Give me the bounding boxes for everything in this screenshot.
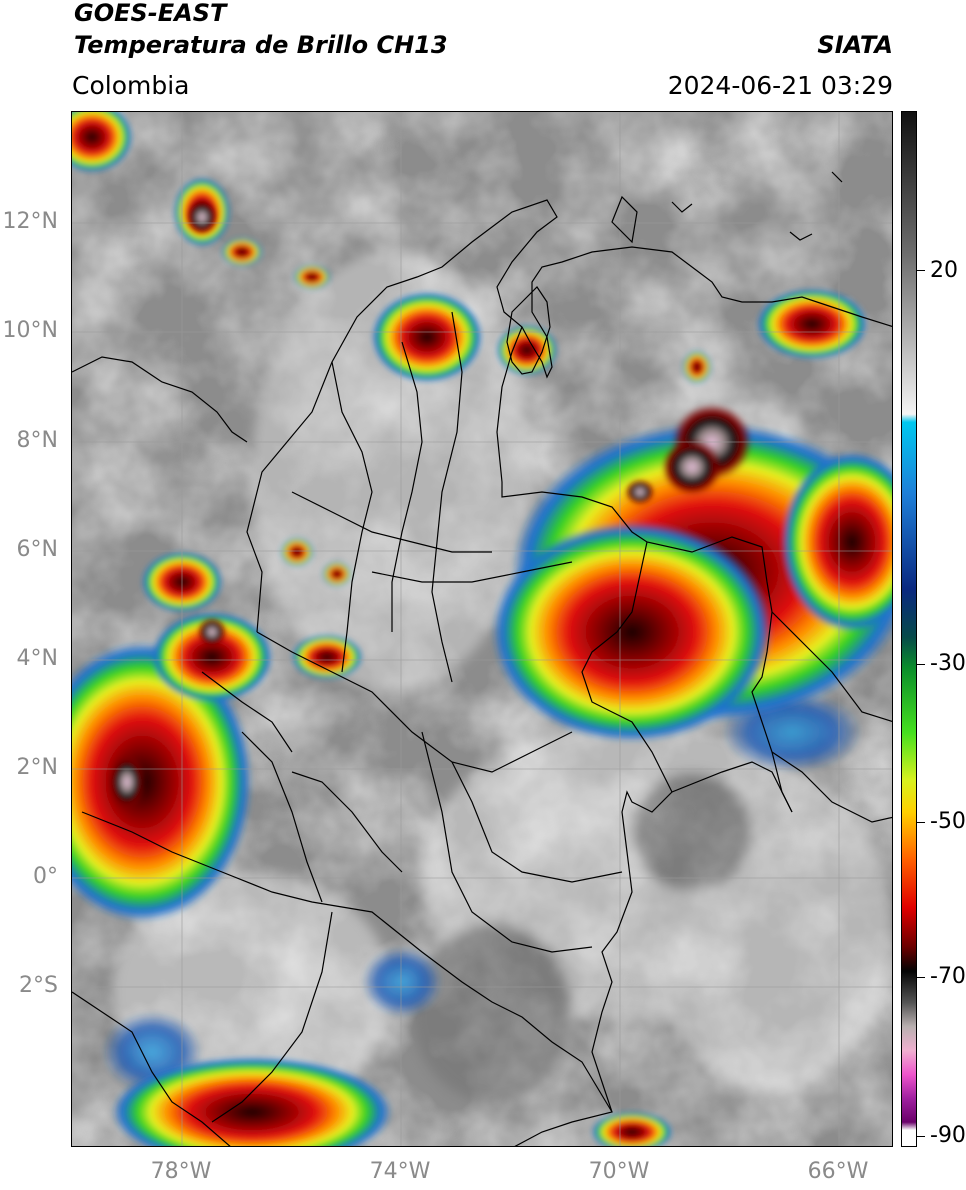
temperature-colorbar: [901, 111, 917, 1147]
lat-label-10n: 10°N: [2, 318, 58, 343]
timestamp-label: 2024-06-21 03:29: [667, 71, 893, 100]
colorbar-tick: [917, 270, 925, 271]
lat-label-2n: 2°N: [16, 755, 58, 780]
lon-label-74w: 74°W: [369, 1159, 431, 1184]
satellite-title: GOES-EAST: [74, 0, 227, 27]
lat-label-8n: 8°N: [16, 428, 58, 453]
lat-label-4n: 4°N: [16, 646, 58, 671]
lat-label-12n: 12°N: [2, 209, 58, 234]
colorbar-label-minus70: -70: [930, 964, 966, 989]
lat-label-6n: 6°N: [16, 537, 58, 562]
graticule: [72, 112, 892, 1146]
lat-label-2s: 2°S: [19, 973, 58, 998]
colorbar-tick: [917, 822, 925, 823]
brightness-temperature-image: [72, 112, 892, 1146]
satellite-map[interactable]: [71, 111, 893, 1147]
country-borders: [72, 171, 892, 1146]
lon-label-78w: 78°W: [150, 1159, 212, 1184]
colorbar-tick: [917, 977, 925, 978]
product-title: Temperatura de Brillo CH13: [74, 31, 448, 59]
colorbar-label-minus90: -90: [930, 1123, 966, 1148]
lat-label-0: 0°: [33, 864, 58, 889]
lon-label-70w: 70°W: [588, 1159, 650, 1184]
lon-label-66w: 66°W: [807, 1159, 869, 1184]
colorbar-label-minus30: -30: [930, 651, 966, 676]
region-label: Colombia: [72, 71, 190, 100]
colorbar-tick: [917, 1136, 925, 1137]
agency-label: SIATA: [817, 31, 893, 59]
colorbar-label-minus50: -50: [930, 809, 966, 834]
colorbar-label-20: 20: [930, 258, 958, 283]
colorbar-tick: [917, 664, 925, 665]
